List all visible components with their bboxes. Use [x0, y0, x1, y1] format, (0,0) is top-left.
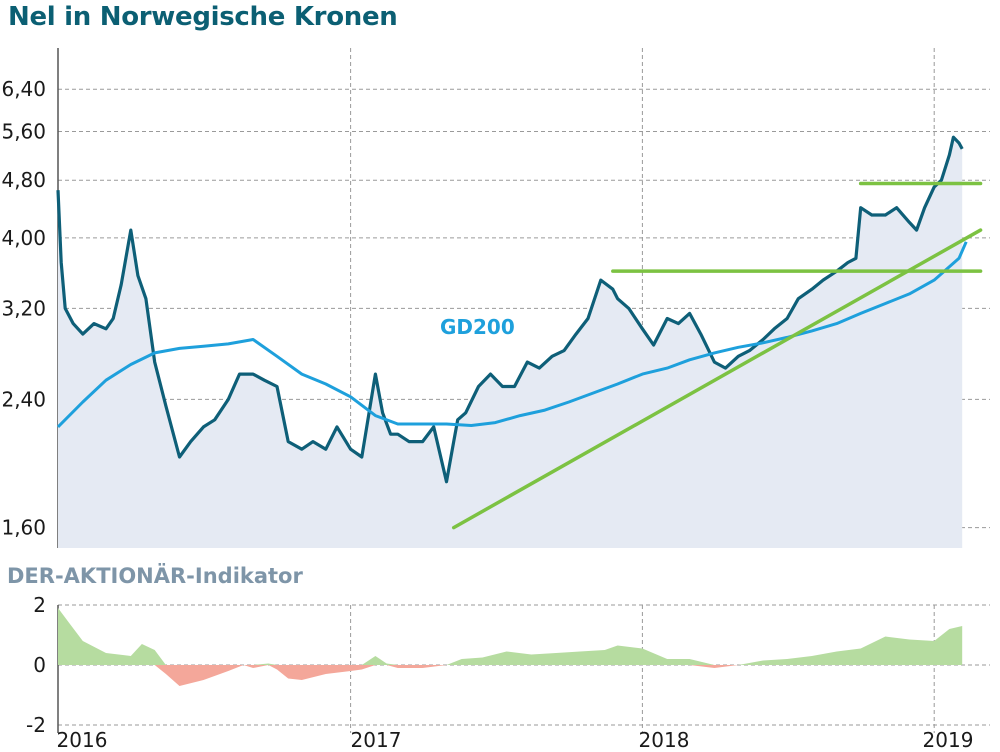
main-y-ticks: 1,60 2,40 3,20 4,00 4,80 5,60 6,40 — [1, 77, 46, 539]
x-tick-label: 2016 — [57, 728, 108, 752]
indicator-title: DER-AKTIONÄR-Indikator — [7, 563, 303, 588]
gd200-label: GD200 — [440, 315, 515, 339]
price-area — [58, 137, 963, 548]
indicator-positive-area — [58, 608, 963, 665]
main-y-tick-label: 3,20 — [1, 296, 46, 320]
x-tick-label: 2018 — [639, 728, 690, 752]
chart-title: Nel in Norwegische Kronen — [8, 2, 398, 32]
indicator-negative-area — [58, 665, 963, 686]
main-y-tick-label: 5,60 — [1, 119, 46, 143]
x-tick-label: 2017 — [351, 728, 402, 752]
gd200-line — [56, 241, 968, 428]
indicator-y-tick-label: 0 — [33, 653, 46, 677]
main-y-tick-label: 6,40 — [1, 77, 46, 101]
trend-lines — [451, 181, 983, 530]
indicator-y-ticks: -2 0 2 — [26, 593, 46, 737]
x-tick-label: 2019 — [923, 728, 974, 752]
main-y-tick-label: 1,60 — [1, 516, 46, 540]
main-y-tick-label: 4,80 — [1, 168, 46, 192]
trend-line — [451, 228, 983, 530]
main-y-tick-label: 2,40 — [1, 387, 46, 411]
x-axis-ticks: 2016 2017 2018 2019 — [57, 728, 974, 752]
main-y-tick-label: 4,00 — [1, 226, 46, 250]
indicator-y-tick-label: 2 — [33, 593, 46, 617]
price-line — [56, 135, 964, 484]
indicator-y-tick-label: -2 — [26, 713, 46, 737]
